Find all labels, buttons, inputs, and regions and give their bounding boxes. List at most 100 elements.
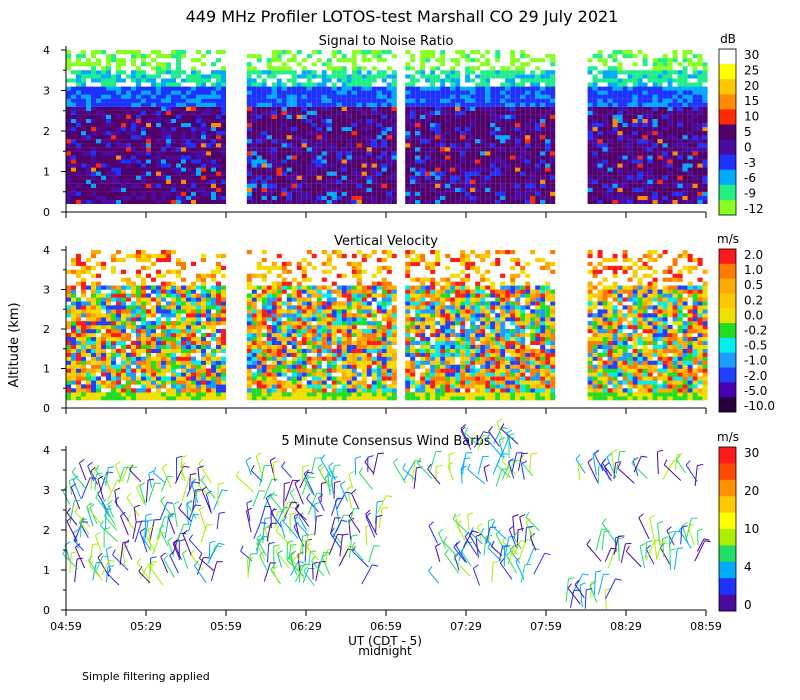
heatmap-cell: [692, 159, 698, 164]
heatmap-cell: [386, 143, 392, 148]
heatmap-cell: [602, 90, 608, 95]
heatmap-cell: [465, 187, 471, 192]
heatmap-cell: [607, 82, 613, 87]
heatmap-cell: [627, 163, 633, 168]
heatmap-cell: [81, 372, 86, 377]
heatmap-cell: [386, 126, 392, 132]
heatmap-cell: [156, 376, 161, 381]
heatmap-cell: [662, 135, 668, 140]
heatmap-cell: [146, 155, 151, 160]
heatmap-cell: [271, 195, 277, 200]
heatmap-cell: [657, 191, 663, 196]
heatmap-cell: [391, 135, 397, 140]
heatmap-cell: [106, 321, 111, 326]
heatmap-cell: [96, 250, 101, 255]
heatmap-cell: [121, 195, 126, 200]
heatmap-cell: [216, 58, 221, 63]
heatmap-cell: [592, 98, 598, 103]
heatmap-cell: [702, 163, 708, 168]
heatmap-cell: [485, 102, 491, 107]
heatmap-cell: [311, 159, 317, 164]
heatmap-cell: [71, 392, 76, 397]
heatmap-cell: [281, 171, 287, 176]
heatmap-cell: [151, 139, 156, 144]
heatmap-cell: [121, 277, 126, 282]
heatmap-cell: [485, 90, 491, 95]
heatmap-cell: [540, 62, 546, 67]
heatmap-cell: [186, 187, 191, 192]
heatmap-cell: [672, 74, 678, 79]
heatmap-cell: [156, 179, 161, 184]
heatmap-cell: [702, 110, 708, 115]
heatmap-cell: [271, 50, 277, 55]
heatmap-cell: [276, 151, 282, 156]
heatmap-cell: [281, 155, 287, 160]
heatmap-cell: [171, 147, 176, 152]
heatmap-cell: [652, 102, 658, 107]
heatmap-cell: [470, 66, 476, 71]
heatmap-cell: [592, 126, 598, 132]
heatmap-cell: [602, 199, 608, 204]
heatmap-cell: [445, 167, 451, 172]
heatmap-cell: [540, 167, 546, 172]
heatmap-cell: [545, 94, 551, 99]
heatmap-cell: [465, 199, 471, 204]
heatmap-cell: [336, 159, 342, 164]
heatmap-cell: [592, 78, 598, 83]
heatmap-cell: [91, 253, 96, 259]
heatmap-cell: [111, 118, 116, 123]
heatmap-cell: [111, 70, 116, 75]
heatmap-cell: [91, 301, 96, 306]
heatmap-cell: [206, 191, 211, 196]
heatmap-cell: [121, 191, 126, 196]
heatmap-cell: [632, 110, 638, 115]
heatmap-cell: [176, 344, 181, 349]
heatmap-cell: [121, 364, 126, 369]
heatmap-cell: [692, 106, 698, 111]
heatmap-cell: [697, 191, 703, 196]
heatmap-cell: [455, 98, 461, 103]
heatmap-cell: [490, 74, 496, 79]
heatmap-cell: [136, 50, 141, 55]
heatmap-cell: [460, 82, 466, 87]
heatmap-cell: [647, 155, 653, 160]
heatmap-cell: [266, 122, 272, 128]
heatmap-cell: [647, 110, 653, 115]
heatmap-cell: [612, 135, 618, 140]
heatmap-cell: [336, 118, 342, 123]
heatmap-cell: [166, 364, 171, 369]
heatmap-cell: [131, 110, 136, 115]
heatmap-cell: [430, 50, 436, 55]
heatmap-cell: [321, 155, 327, 160]
heatmap-cell: [657, 183, 663, 188]
heatmap-cell: [291, 199, 297, 204]
heatmap-cell: [371, 50, 377, 55]
heatmap-cell: [515, 70, 521, 75]
heatmap-cell: [101, 143, 106, 148]
heatmap-cell: [490, 139, 496, 144]
heatmap-cell: [106, 336, 111, 342]
heatmap-cell: [652, 163, 658, 168]
heatmap-cell: [687, 143, 693, 148]
heatmap-cell: [221, 143, 226, 148]
heatmap-cell: [460, 118, 466, 123]
heatmap-cell: [341, 135, 347, 140]
heatmap-cell: [697, 171, 703, 176]
heatmap-cell: [286, 183, 292, 188]
heatmap-cell: [326, 58, 332, 63]
heatmap-cell: [485, 171, 491, 176]
heatmap-cell: [181, 285, 186, 290]
heatmap-cell: [271, 126, 277, 132]
heatmap-cell: [286, 139, 292, 144]
heatmap-cell: [672, 179, 678, 184]
heatmap-cell: [156, 78, 161, 83]
heatmap-cell: [612, 183, 618, 188]
heatmap-cell: [351, 106, 357, 111]
heatmap-cell: [331, 159, 337, 164]
heatmap-cell: [485, 62, 491, 67]
heatmap-cell: [617, 195, 623, 200]
heatmap-cell: [435, 195, 441, 200]
heatmap-cell: [291, 78, 297, 83]
heatmap-cell: [500, 163, 506, 168]
heatmap-cell: [96, 135, 101, 140]
